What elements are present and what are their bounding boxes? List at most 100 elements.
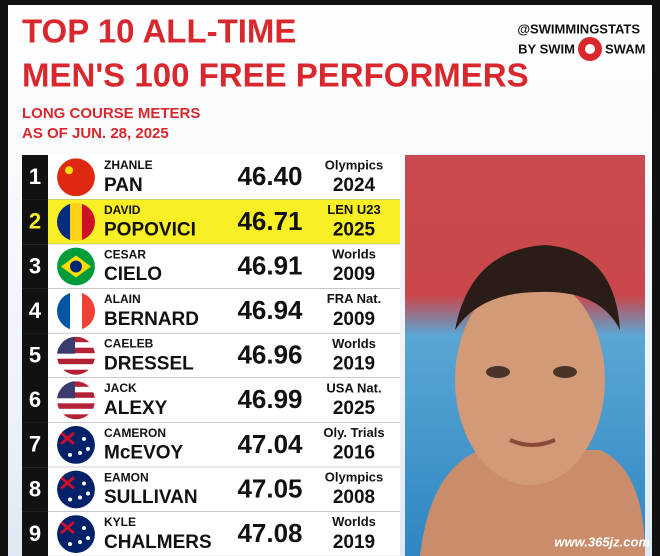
brand-logo-dot (585, 44, 595, 54)
flag-group (57, 202, 95, 241)
year: 2019 (333, 353, 375, 374)
time: 46.96 (237, 340, 302, 370)
row-background (48, 244, 400, 289)
rank-cell (22, 288, 48, 334)
flag-group (57, 336, 95, 375)
flag (57, 158, 95, 197)
flag-star (82, 526, 86, 531)
year: 2009 (333, 264, 375, 285)
last-name: BERNARD (104, 309, 199, 330)
subtitle-line1: LONG COURSE METERS (22, 105, 200, 122)
flag-group (57, 292, 95, 331)
flag-star (86, 491, 90, 496)
rank-cell (22, 378, 48, 423)
flag-star (65, 166, 73, 175)
flag (57, 425, 95, 464)
flag (70, 292, 82, 331)
flag-stripe (57, 336, 95, 343)
row-background (48, 155, 400, 200)
row-background (48, 511, 400, 556)
flag-stripe (57, 381, 95, 387)
first-name: CAELEB (104, 337, 154, 351)
photo-eye (486, 366, 510, 378)
rank-cell (22, 244, 48, 289)
brand-right: SWAM (605, 41, 645, 56)
last-name: CHALMERS (104, 532, 212, 553)
photo-mouth (509, 438, 556, 447)
meet: Olympics (325, 157, 384, 172)
flag-star (68, 497, 72, 502)
first-name: ALAIN (104, 292, 141, 306)
flag-star (68, 542, 72, 547)
rank: 8 (29, 476, 41, 501)
last-name: ALEXY (104, 398, 168, 419)
last-name: PAN (104, 175, 143, 196)
year: 2025 (333, 398, 376, 419)
flag-stripe (57, 358, 95, 365)
time: 47.04 (237, 429, 303, 459)
year: 2025 (333, 220, 376, 241)
flag-group (57, 247, 95, 286)
title-line2: MEN'S 100 FREE PERFORMERS (22, 57, 529, 94)
time: 46.40 (237, 161, 302, 191)
last-name: POPOVICI (104, 220, 196, 241)
first-name: DAVID (104, 203, 141, 217)
row-background (48, 467, 400, 512)
flag-star (82, 481, 86, 486)
year: 2008 (333, 487, 375, 508)
watermark: www.365jz.com (554, 534, 650, 549)
time: 46.91 (237, 250, 302, 280)
title-line1: TOP 10 ALL-TIME (22, 13, 296, 50)
first-name: ZHANLE (104, 158, 153, 172)
rank: 9 (29, 521, 41, 546)
row-background (48, 378, 400, 423)
flag-cross (60, 476, 75, 490)
rank-cell (22, 155, 48, 200)
left-border (0, 0, 8, 556)
flag-stripe (57, 347, 95, 354)
flag (82, 202, 95, 241)
rank: 7 (29, 432, 41, 457)
rank: 6 (29, 387, 41, 412)
flag (57, 515, 95, 554)
row-background (48, 333, 400, 378)
flag-group (57, 158, 95, 197)
flag (82, 292, 95, 331)
last-name: SULLIVAN (104, 487, 198, 508)
time: 47.08 (237, 518, 302, 548)
row-background (48, 199, 400, 245)
rank: 5 (29, 343, 41, 368)
flag-star (68, 452, 72, 457)
meet: Worlds (332, 336, 376, 351)
flag-stripe (57, 403, 95, 409)
flag-star (86, 536, 90, 541)
meet: FRA Nat. (327, 291, 381, 306)
photo-shoulders (420, 450, 645, 556)
first-name: CAMERON (104, 426, 166, 440)
brand-left: BY SWIM (518, 41, 575, 56)
meet: Worlds (332, 514, 376, 529)
first-name: EAMON (104, 470, 149, 484)
flag-group (57, 425, 95, 464)
flag-star (78, 450, 82, 455)
flag-group (57, 515, 95, 554)
row-background (48, 422, 400, 468)
subtitle-line2: AS OF JUN. 28, 2025 (22, 125, 169, 142)
row-background (48, 288, 400, 334)
handle: @SWIMMINGSTATS (517, 21, 640, 36)
flag (57, 202, 70, 241)
flag-cross (60, 520, 75, 535)
meet: USA Nat. (326, 380, 381, 395)
meet: LEN U23 (327, 202, 380, 217)
flag-globe (70, 260, 82, 273)
year: 2016 (333, 443, 375, 464)
flag-star (78, 540, 82, 545)
rank-cell (22, 199, 48, 245)
photo (405, 155, 645, 556)
flag-stripe (57, 369, 95, 375)
photo-face (455, 275, 605, 485)
meet: Oly. Trials (323, 425, 384, 440)
rank-cell (22, 467, 48, 512)
table: 1 ZHANLE PAN 46.40 Olympics 2024 2 DAVID POPOVIC… (22, 155, 400, 556)
